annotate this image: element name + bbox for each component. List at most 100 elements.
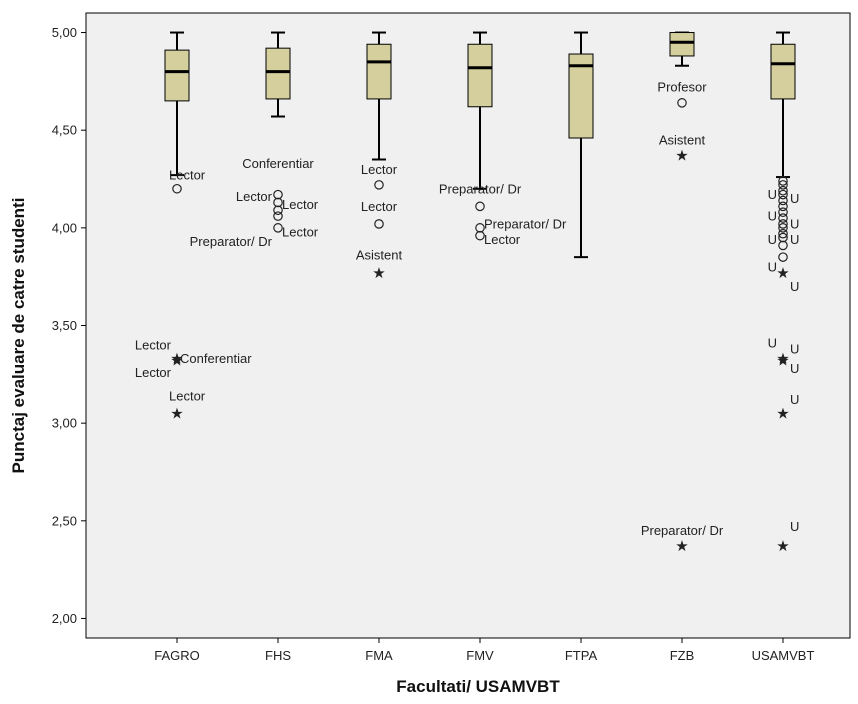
x-axis-title: Facultati/ USAMVBT [396, 677, 560, 696]
x-tick-label: FMV [466, 648, 494, 663]
x-axis: FAGRO FHS FMA FMV FTPA FZB USAMVBT [154, 638, 814, 663]
extreme-point: ★ [170, 353, 183, 370]
extreme-point: ★ [776, 538, 789, 555]
outlier-label: Preparator/ Dr [190, 234, 273, 249]
outlier-label: Lector [282, 224, 319, 239]
outlier-label: Lector [135, 365, 172, 380]
outlier-point [273, 205, 283, 216]
y-axis-title: Punctaj evaluare de catre studenti [9, 198, 28, 474]
outlier-point [374, 219, 384, 229]
outlier-point [778, 252, 788, 262]
x-tick-label: FZB [670, 648, 695, 663]
iqr-box [265, 47, 291, 100]
outlier-label: U [768, 187, 777, 202]
iqr-box [366, 43, 392, 100]
outlier-point [778, 201, 788, 212]
y-tick-label: 4,00 [52, 220, 77, 235]
outlier-label: Lector [236, 189, 273, 204]
x-tick-label: FTPA [565, 648, 598, 663]
box-fmv [467, 31, 493, 190]
outlier-point [778, 195, 788, 206]
outlier-point [778, 228, 788, 239]
outlier-label: U [790, 216, 799, 231]
box-series [164, 31, 796, 259]
outlier-label: U [790, 191, 799, 206]
extreme-point: ★ [675, 148, 688, 165]
outlier-label: Lector [169, 388, 206, 403]
outlier-label: U [790, 392, 799, 407]
extreme-point: ★ [170, 351, 183, 368]
iqr-box [669, 32, 695, 57]
y-tick-label: 4,50 [52, 123, 77, 138]
outlier-point [273, 223, 283, 233]
outlier-point [172, 183, 182, 194]
iqr-box [770, 43, 796, 100]
box-fzb [669, 31, 695, 67]
outlier-label: U [768, 209, 777, 224]
extreme-point: ★ [776, 353, 789, 370]
outlier-point [677, 98, 687, 108]
outlier-point [778, 189, 788, 200]
outlier-point [778, 223, 788, 233]
iqr-box [164, 49, 190, 102]
outlier-point [778, 240, 788, 251]
outlier-point [778, 176, 788, 186]
y-tick-label: 3,00 [52, 416, 77, 431]
y-axis: 2,00 2,50 3,00 3,50 4,00 4,50 5,00 [52, 25, 86, 626]
extreme-point: ★ [776, 351, 789, 368]
box-fma [366, 31, 392, 161]
box-usamvbt [770, 31, 796, 179]
outlier-label: U [790, 279, 799, 294]
y-tick-label: 3,50 [52, 318, 77, 333]
outlier-label: Profesor [657, 80, 707, 95]
outlier-label: Lector [484, 232, 521, 247]
extreme-point: ★ [372, 265, 385, 282]
outlier-point [778, 180, 788, 190]
box-ftpa [568, 31, 594, 259]
outlier-label: Preparator/ Dr [484, 216, 567, 231]
extreme-point: ★ [776, 405, 789, 422]
y-tick-label: 5,00 [52, 25, 77, 40]
outlier-label: Lector [361, 199, 398, 214]
outlier-point [778, 207, 788, 218]
outlier-label: U [790, 519, 799, 534]
outlier-label: Conferentiar [242, 156, 314, 171]
outlier-point [374, 180, 384, 190]
extreme-point: ★ [675, 538, 688, 555]
outlier-point [475, 201, 485, 212]
outlier-label: Asistent [659, 132, 706, 147]
outlier-point [778, 219, 788, 229]
outlier-label: U [790, 361, 799, 376]
outlier-label: Lector [282, 197, 319, 212]
outlier-label: U [768, 232, 777, 247]
box-fagro [164, 31, 190, 177]
y-tick-label: 2,00 [52, 611, 77, 626]
outlier-label: U [790, 232, 799, 247]
iqr-box [467, 43, 493, 108]
outlier-series: ★★★★★★★★★★★ [170, 98, 790, 555]
outlier-label: U [790, 341, 799, 356]
outlier-label: Preparator/ Dr [439, 181, 522, 196]
outlier-label: Lector [361, 162, 398, 177]
x-tick-label: FHS [265, 648, 291, 663]
outlier-label: Asistent [356, 248, 403, 263]
outlier-label: Conferentiar [180, 351, 252, 366]
extreme-point: ★ [776, 265, 789, 282]
outlier-point [778, 213, 788, 223]
outlier-point [778, 185, 788, 196]
x-tick-label: FAGRO [154, 648, 200, 663]
outlier-point [273, 211, 283, 221]
outlier-label: Preparator/ Dr [641, 523, 724, 538]
extreme-point: ★ [170, 405, 183, 422]
outlier-point [475, 230, 485, 241]
y-tick-label: 2,50 [52, 513, 77, 528]
annotation-layer: Lector Lector Conferentiar Lector Lector Conf… [135, 80, 800, 538]
plot-area [85, 12, 851, 639]
outlier-label: U [768, 259, 777, 274]
iqr-box [568, 53, 594, 139]
box-fhs [265, 31, 291, 118]
outlier-label: U [768, 336, 777, 351]
x-tick-label: FMA [365, 648, 393, 663]
x-tick-label: USAMVBT [752, 648, 815, 663]
